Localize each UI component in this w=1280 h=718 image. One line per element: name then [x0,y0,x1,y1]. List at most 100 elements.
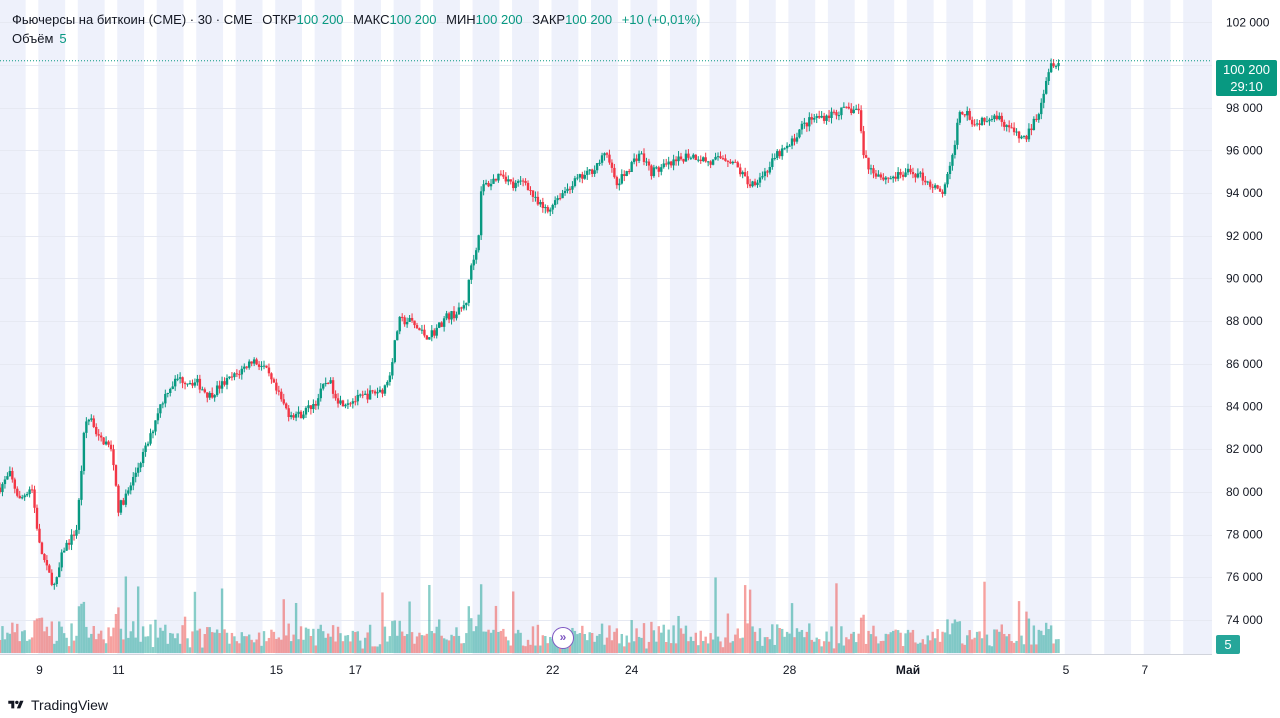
volume-bar [931,631,934,653]
volume-bar [378,644,382,653]
candle-body [827,115,831,118]
volume-bar [948,634,952,653]
tradingview-logo-icon [8,700,24,709]
volume-bar [18,641,21,653]
candle-body [225,378,229,385]
candle-body [307,405,310,408]
candle-body [210,392,214,398]
candle-body [877,174,880,177]
volume-bar [112,627,115,653]
volume-bar [756,641,759,653]
volume-bar [593,641,596,653]
candle-body [1012,127,1016,133]
volume-bar [252,642,256,653]
candle-body [1022,135,1026,137]
candle-body [477,235,480,251]
volume-bar [400,631,404,653]
candle-body [285,403,288,409]
volume-bar [1012,642,1016,653]
time-axis[interactable]: 9 11 15 17 22 24 28 Май 5 7 [36,663,1148,677]
volume-bar [635,628,638,653]
candle-body [521,180,525,182]
volume-bar [413,643,416,653]
volume-bar [887,634,890,653]
volume-bar [124,576,128,653]
tradingview-logo-text: TradingView [31,697,109,713]
candle-body [196,378,199,383]
candle-body [322,384,325,389]
candle-body [58,567,61,578]
volume-bar [650,621,653,653]
candle-body [159,404,162,414]
volume-bar [689,636,693,653]
candle-body [28,489,31,495]
candle-body [445,313,448,319]
volume-bar [309,636,313,653]
price-tick-label: 88 000 [1226,314,1263,328]
volume-bar [70,623,73,653]
candle-body [645,161,648,163]
volume-bar [314,645,318,653]
tradingview-logo[interactable]: TradingView [6,696,108,714]
volume-bar [102,639,105,653]
candle-body [344,404,347,407]
volume-bar [423,635,426,653]
volume-bar [810,639,813,653]
chart-legend: Фьючерсы на биткоин (CME) · 30 · CME ОТК… [12,10,700,48]
event-marker-icon[interactable]: » [552,627,574,649]
candle-body [892,176,895,179]
volume-bar [55,640,58,653]
volume-bar [181,625,184,653]
candle-body [672,159,675,166]
candle-body [790,138,794,146]
price-tick-label: 96 000 [1226,143,1263,157]
volume-bar [171,633,174,653]
candle-body [544,207,547,209]
volume-bar [487,629,490,653]
volume-bar [277,637,281,653]
volume-label[interactable]: Объём [12,31,54,46]
price-tick-label: 76 000 [1226,570,1263,584]
candle-body [896,172,900,179]
candle-body [864,155,868,158]
volume-bar [837,643,841,653]
candle-body [778,151,781,157]
candle-body [1020,136,1023,139]
candle-body [985,121,989,123]
volume-bar [1005,636,1008,653]
candle-body [524,181,527,183]
candle-body [810,117,813,120]
candle-body [208,392,211,398]
candle-body [292,415,295,418]
time-tick-label: 22 [546,663,560,677]
time-tick-label: 24 [625,663,639,677]
candle-body [815,116,818,118]
volume-bar [223,629,226,653]
candle-body [850,108,853,114]
candle-body [613,167,616,178]
volume-layer [0,576,1060,653]
volume-bar [440,635,443,653]
symbol-label[interactable]: Фьючерсы на биткоин (CME) · 30 · CME [12,12,253,27]
time-tick-label: 5 [1063,663,1070,677]
candle-body [909,168,912,172]
volume-bar [245,636,248,653]
volume-bar [529,644,532,653]
volume-bar [499,630,503,653]
volume-bar [383,626,387,653]
candle-body [563,190,567,194]
candle-body [709,161,712,165]
volume-bar [884,633,888,653]
volume-bar [820,646,823,653]
session-gap [933,0,947,654]
volume-bar [336,626,340,653]
volume-bar [1057,639,1060,653]
volume-bar [595,635,599,653]
session-gap [341,0,355,654]
volume-bar [324,637,327,653]
candle-body [492,178,495,184]
session-gap [183,0,197,654]
volume-bar [196,630,199,653]
